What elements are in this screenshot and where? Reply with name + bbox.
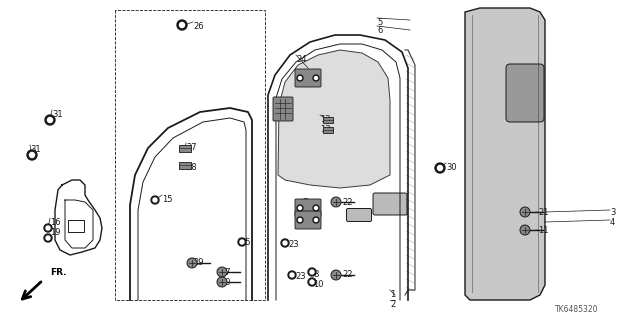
Circle shape [283,241,287,245]
Circle shape [313,75,319,81]
Text: 4: 4 [610,218,615,227]
Text: 11: 11 [538,226,548,235]
Circle shape [46,226,50,230]
Circle shape [44,224,52,232]
Text: 9: 9 [302,208,307,217]
Circle shape [27,150,37,160]
Text: 17: 17 [220,268,230,277]
Circle shape [438,166,442,170]
Text: 28: 28 [186,163,196,172]
Polygon shape [323,127,333,133]
Polygon shape [179,145,191,152]
Circle shape [331,197,341,207]
Text: 30: 30 [446,163,456,172]
Text: 19: 19 [50,228,61,237]
Circle shape [187,258,197,268]
Circle shape [217,267,227,277]
Text: 16: 16 [50,218,61,227]
Circle shape [29,152,35,158]
Text: 10: 10 [313,280,323,289]
Circle shape [290,273,294,277]
Text: 7: 7 [302,198,307,207]
Circle shape [151,196,159,204]
Circle shape [153,198,157,202]
Text: 22: 22 [342,198,353,207]
FancyBboxPatch shape [295,199,321,217]
Circle shape [331,270,341,280]
Text: 14: 14 [278,100,289,109]
Circle shape [298,77,301,79]
Circle shape [240,240,244,244]
Text: 13: 13 [320,125,331,134]
Circle shape [297,205,303,211]
FancyBboxPatch shape [295,69,321,87]
Bar [68,220,84,232]
Circle shape [435,163,445,173]
Text: 3: 3 [610,208,616,217]
Polygon shape [278,50,390,188]
Circle shape [179,23,184,27]
Text: 27: 27 [186,143,196,152]
Circle shape [238,238,246,246]
Text: 24: 24 [296,55,307,64]
Circle shape [298,219,301,221]
Text: 21: 21 [538,208,548,217]
Text: 23: 23 [295,272,306,281]
Circle shape [288,271,296,279]
Text: 20: 20 [220,278,230,287]
Circle shape [217,277,227,287]
Circle shape [310,280,314,284]
Circle shape [308,278,316,286]
Text: 29: 29 [193,258,204,267]
FancyBboxPatch shape [506,64,544,122]
Circle shape [297,217,303,223]
Text: 31: 31 [52,110,63,119]
Text: 18: 18 [278,110,289,119]
Text: FR.: FR. [50,268,67,277]
Circle shape [46,236,50,240]
Text: 15: 15 [162,195,173,204]
Text: TK6485320: TK6485320 [555,305,598,314]
Circle shape [308,268,316,276]
Circle shape [314,219,317,221]
Text: 25: 25 [240,238,250,247]
Circle shape [313,217,319,223]
Text: 1: 1 [390,290,396,299]
Text: 26: 26 [193,22,204,31]
FancyBboxPatch shape [295,211,321,229]
Circle shape [44,234,52,242]
Text: 12: 12 [320,115,330,124]
Circle shape [177,20,187,30]
Circle shape [520,207,530,217]
Circle shape [314,206,317,210]
Text: 22: 22 [342,270,353,279]
Circle shape [281,239,289,247]
FancyBboxPatch shape [273,97,293,121]
FancyBboxPatch shape [373,193,407,215]
Text: 31: 31 [30,145,40,154]
Text: 6: 6 [377,26,382,35]
Text: 8: 8 [313,270,318,279]
Circle shape [297,75,303,81]
Circle shape [310,270,314,274]
Circle shape [45,115,55,125]
Circle shape [47,117,52,122]
Circle shape [520,225,530,235]
Circle shape [313,205,319,211]
Polygon shape [323,117,333,123]
Circle shape [298,206,301,210]
Circle shape [314,77,317,79]
Text: 5: 5 [377,18,382,27]
FancyBboxPatch shape [346,209,371,221]
Text: 23: 23 [288,240,299,249]
Polygon shape [179,161,191,168]
Text: 2: 2 [390,300,396,309]
Polygon shape [465,8,545,300]
